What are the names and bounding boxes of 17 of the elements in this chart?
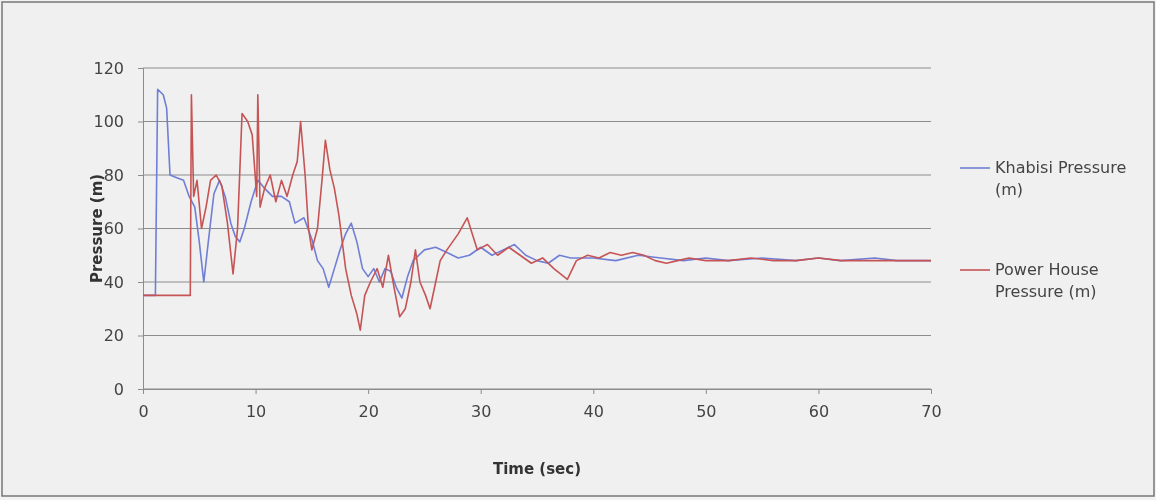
x-tick-label: 50 [696,402,717,422]
y-tick-label: 60 [103,219,124,239]
legend-label: Khabisi Pressure (m) [995,158,1127,199]
y-tick-label: 0 [113,379,124,399]
x-tick-label: 60 [808,402,830,422]
y-tick-label: 20 [103,326,124,346]
x-tick-label: 30 [471,402,492,422]
x-tick-label: 40 [583,402,604,422]
y-tick-label: 120 [93,58,124,78]
x-tick-label: 20 [358,402,379,422]
x-axis-title: Time (sec) [492,460,582,478]
y-tick-label: 100 [93,112,124,132]
x-tick-label: 0 [138,402,149,422]
x-tick-label: 70 [921,402,942,422]
x-tick-label: 10 [245,402,267,422]
y-tick-label: 40 [103,272,124,292]
legend-label: Power House Pressure (m) [995,260,1099,301]
